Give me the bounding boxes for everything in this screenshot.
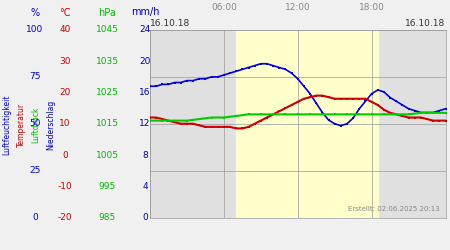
Text: 1045: 1045 bbox=[95, 26, 118, 35]
Text: 995: 995 bbox=[99, 182, 116, 191]
Text: 16.10.18: 16.10.18 bbox=[405, 18, 446, 28]
Text: °C: °C bbox=[59, 8, 71, 18]
Text: mm/h: mm/h bbox=[131, 8, 159, 18]
Text: Temperatur: Temperatur bbox=[17, 103, 26, 147]
Text: 50: 50 bbox=[29, 119, 41, 128]
Text: 24: 24 bbox=[140, 26, 151, 35]
Text: %: % bbox=[31, 8, 40, 18]
Text: 0: 0 bbox=[32, 213, 38, 222]
Text: 0: 0 bbox=[142, 213, 148, 222]
Text: -20: -20 bbox=[58, 213, 72, 222]
Text: -10: -10 bbox=[58, 182, 72, 191]
Text: 1005: 1005 bbox=[95, 150, 118, 160]
Text: 4: 4 bbox=[142, 182, 148, 191]
Text: Niederschlag: Niederschlag bbox=[46, 100, 55, 150]
Text: 1015: 1015 bbox=[95, 119, 118, 128]
Text: 06:00: 06:00 bbox=[211, 4, 237, 13]
Text: 20: 20 bbox=[59, 88, 71, 97]
Text: 8: 8 bbox=[142, 150, 148, 160]
Text: 75: 75 bbox=[29, 72, 41, 82]
Text: 1035: 1035 bbox=[95, 57, 118, 66]
Text: 0: 0 bbox=[62, 150, 68, 160]
Text: 10: 10 bbox=[59, 119, 71, 128]
Text: 16.10.18: 16.10.18 bbox=[150, 18, 190, 28]
Text: 1025: 1025 bbox=[95, 88, 118, 97]
Text: 12: 12 bbox=[140, 119, 151, 128]
Text: Erstellt: 02.06.2025 20:13: Erstellt: 02.06.2025 20:13 bbox=[348, 206, 440, 212]
Text: 985: 985 bbox=[99, 213, 116, 222]
Text: 25: 25 bbox=[29, 166, 40, 175]
Text: Luftdruck: Luftdruck bbox=[32, 107, 40, 143]
Text: 30: 30 bbox=[59, 57, 71, 66]
Text: 16: 16 bbox=[139, 88, 151, 97]
Text: 40: 40 bbox=[59, 26, 71, 35]
Bar bbox=[236, 30, 378, 218]
Text: 20: 20 bbox=[140, 57, 151, 66]
Text: hPa: hPa bbox=[98, 8, 116, 18]
Text: 12:00: 12:00 bbox=[285, 4, 310, 13]
Text: 18:00: 18:00 bbox=[359, 4, 385, 13]
Text: 100: 100 bbox=[27, 26, 44, 35]
Text: Luftfeuchtigkeit: Luftfeuchtigkeit bbox=[2, 95, 11, 155]
